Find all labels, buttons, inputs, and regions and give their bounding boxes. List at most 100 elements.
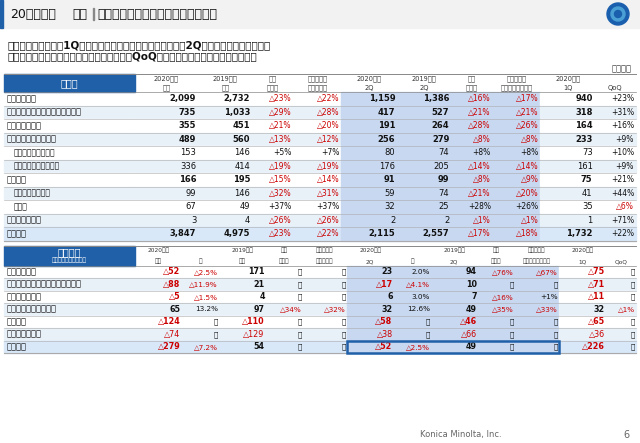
Bar xyxy=(4,132,134,146)
Text: 6: 6 xyxy=(387,292,393,301)
Text: △36: △36 xyxy=(589,330,605,339)
Bar xyxy=(493,227,541,241)
Text: 74: 74 xyxy=(438,148,449,157)
Text: ・: ・ xyxy=(630,331,635,338)
Text: +28%: +28% xyxy=(468,202,491,211)
Text: △6%: △6% xyxy=(616,202,634,211)
Bar xyxy=(559,291,605,303)
Bar xyxy=(394,315,431,328)
Text: △1%: △1% xyxy=(521,216,538,225)
Bar xyxy=(4,187,134,200)
Text: 2019年度: 2019年度 xyxy=(231,248,253,253)
Text: △129: △129 xyxy=(243,330,265,339)
Bar xyxy=(294,214,342,227)
Bar xyxy=(397,92,451,105)
Text: 35: 35 xyxy=(582,202,593,211)
Text: △17: △17 xyxy=(376,280,393,289)
Bar xyxy=(252,146,294,159)
Text: 21: 21 xyxy=(253,280,265,289)
Text: △1%: △1% xyxy=(473,216,491,225)
Bar xyxy=(493,105,541,119)
Text: 除く前期比: 除く前期比 xyxy=(308,85,328,91)
Text: ・: ・ xyxy=(298,293,302,300)
Text: △279: △279 xyxy=(158,342,180,351)
Bar xyxy=(4,265,134,278)
Bar xyxy=(266,278,303,291)
Bar xyxy=(294,105,342,119)
Bar xyxy=(541,214,595,227)
Text: △26%: △26% xyxy=(269,216,292,225)
Bar xyxy=(266,303,303,315)
Bar xyxy=(4,92,134,105)
Text: 67: 67 xyxy=(186,202,196,211)
Text: △38: △38 xyxy=(376,330,393,339)
Text: ・: ・ xyxy=(509,319,514,325)
Bar xyxy=(294,173,342,187)
Bar xyxy=(394,278,431,291)
Bar xyxy=(4,74,134,92)
Bar xyxy=(595,159,636,173)
Bar xyxy=(431,315,478,328)
Text: 4: 4 xyxy=(245,216,250,225)
Bar xyxy=(595,214,636,227)
Bar xyxy=(134,278,182,291)
Bar xyxy=(294,92,342,105)
Bar xyxy=(394,328,431,341)
Bar xyxy=(478,315,515,328)
Text: △28%: △28% xyxy=(468,121,491,130)
Bar xyxy=(134,105,198,119)
Text: △67%: △67% xyxy=(536,269,557,275)
Text: 2Q: 2Q xyxy=(420,85,429,91)
Bar xyxy=(515,278,559,291)
Text: +1%: +1% xyxy=(540,294,557,300)
Text: ・: ・ xyxy=(298,343,302,350)
Text: 3: 3 xyxy=(191,216,196,225)
Bar xyxy=(294,159,342,173)
Text: 材料・コンポーネント: 材料・コンポーネント xyxy=(14,162,60,171)
Text: 為替影響を: 為替影響を xyxy=(316,248,333,253)
Bar xyxy=(252,159,294,173)
Text: 41: 41 xyxy=(582,189,593,198)
Text: △20%: △20% xyxy=(516,189,538,198)
Text: コーポレート他: コーポレート他 xyxy=(7,216,42,225)
Text: 166: 166 xyxy=(179,175,196,184)
Text: △34%: △34% xyxy=(280,306,302,312)
Text: 91: 91 xyxy=(383,175,396,184)
Bar xyxy=(515,341,559,353)
Text: 同期比: 同期比 xyxy=(267,85,279,91)
Text: バイオヘルスケア: バイオヘルスケア xyxy=(14,189,51,198)
Text: △21%: △21% xyxy=(468,108,491,117)
Text: △28%: △28% xyxy=(317,108,339,117)
Bar xyxy=(397,132,451,146)
Bar xyxy=(347,265,394,278)
Bar xyxy=(605,315,636,328)
Bar xyxy=(182,291,219,303)
Bar xyxy=(493,214,541,227)
Bar xyxy=(134,328,182,341)
Bar xyxy=(431,303,478,315)
Text: コーポレート他: コーポレート他 xyxy=(7,330,42,339)
Bar xyxy=(541,227,595,241)
Bar xyxy=(605,303,636,315)
Text: △76%: △76% xyxy=(492,269,514,275)
Bar xyxy=(4,119,134,132)
Bar xyxy=(4,159,134,173)
Text: +9%: +9% xyxy=(616,135,634,144)
Bar xyxy=(347,341,394,353)
Text: 3,847: 3,847 xyxy=(170,229,196,238)
Bar xyxy=(397,214,451,227)
Text: 176: 176 xyxy=(380,162,396,171)
Bar xyxy=(342,227,397,241)
Bar xyxy=(451,159,493,173)
Bar xyxy=(342,173,397,187)
Text: △21%: △21% xyxy=(269,121,292,130)
Text: 256: 256 xyxy=(378,135,396,144)
Text: △4.1%: △4.1% xyxy=(406,281,429,287)
Bar xyxy=(198,132,252,146)
Bar xyxy=(266,265,303,278)
Text: 前年: 前年 xyxy=(468,76,476,82)
Bar xyxy=(559,328,605,341)
Text: 489: 489 xyxy=(179,135,196,144)
Bar xyxy=(219,291,266,303)
Text: プロフェッショナルプリント事業: プロフェッショナルプリント事業 xyxy=(7,280,82,289)
